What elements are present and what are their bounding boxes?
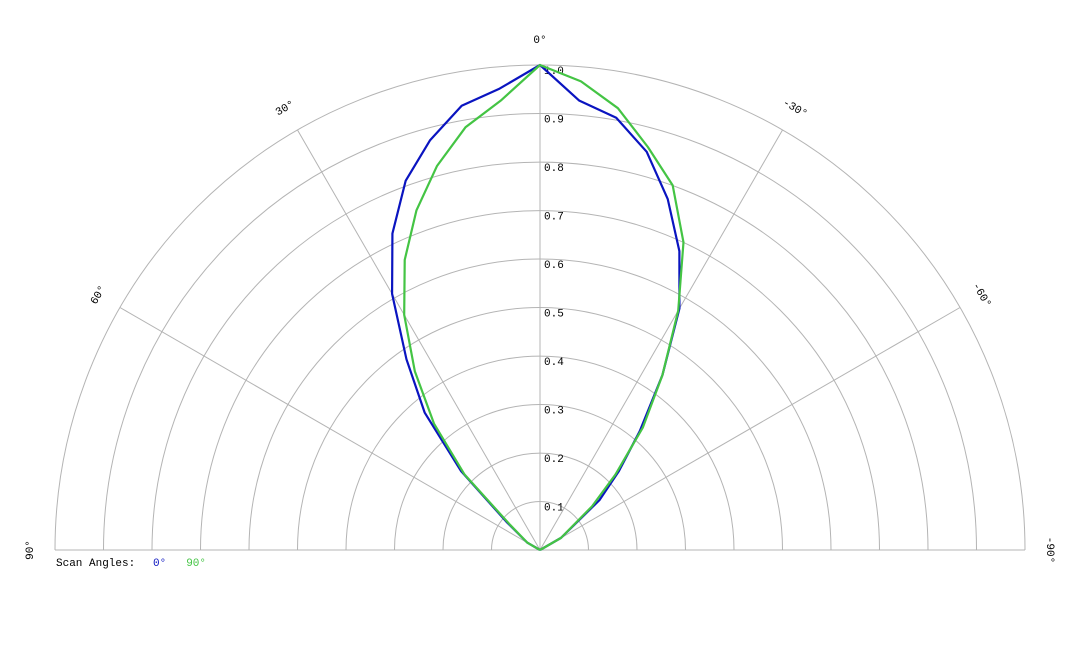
legend-title: Scan Angles: [56, 558, 135, 570]
r-tick-label: 0.4 [544, 357, 564, 369]
grid-spoke [539, 129, 783, 551]
r-tick-label: 0.8 [544, 163, 564, 175]
angle-label: -60° [969, 281, 993, 310]
r-tick-label: 0.3 [544, 405, 564, 417]
r-tick-label: 0.9 [544, 114, 564, 126]
angle-label: -90° [1043, 537, 1055, 563]
angle-label: 0° [533, 35, 546, 47]
grid-spoke [297, 129, 541, 551]
angle-label: 30° [274, 99, 297, 119]
r-tick-label: 0.2 [544, 454, 564, 466]
series-line [403, 63, 685, 551]
r-tick-label: 0.6 [544, 260, 564, 272]
angle-label: 60° [89, 284, 109, 307]
legend-entry: 0° [153, 558, 166, 570]
angle-label: -30° [780, 97, 809, 121]
r-tick-label: 0.7 [544, 211, 564, 223]
angle-label: 90° [25, 540, 37, 560]
r-tick-label: 0.5 [544, 308, 564, 320]
r-tick-label: 0.1 [544, 502, 564, 514]
legend-entry: 90° [186, 558, 206, 570]
grid-spoke [539, 307, 961, 551]
grid-spoke [119, 307, 541, 551]
